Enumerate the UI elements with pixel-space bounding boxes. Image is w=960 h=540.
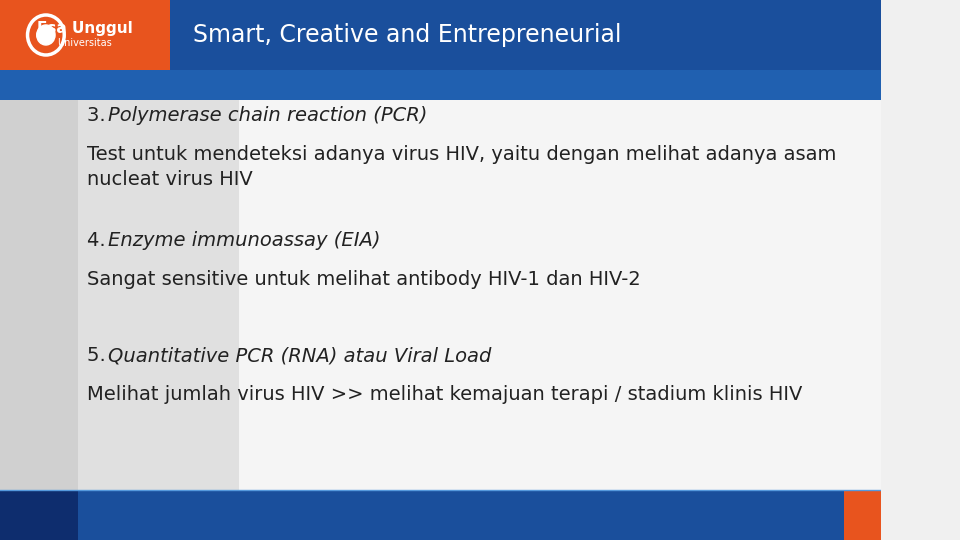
FancyBboxPatch shape xyxy=(0,0,881,70)
Text: Smart, Creative and Entrepreneurial: Smart, Creative and Entrepreneurial xyxy=(193,23,621,47)
Text: Polymerase chain reaction (PCR): Polymerase chain reaction (PCR) xyxy=(108,106,427,125)
Text: Test untuk mendeteksi adanya virus HIV, yaitu dengan melihat adanya asam
nucleat: Test untuk mendeteksi adanya virus HIV, … xyxy=(87,145,836,189)
Text: Sangat sensitive untuk melihat antibody HIV-1 dan HIV-2: Sangat sensitive untuk melihat antibody … xyxy=(87,270,641,289)
Text: Enzyme immunoassay (EIA): Enzyme immunoassay (EIA) xyxy=(108,231,380,250)
Text: 4.: 4. xyxy=(87,231,112,250)
FancyBboxPatch shape xyxy=(0,490,881,540)
FancyBboxPatch shape xyxy=(0,0,170,70)
FancyBboxPatch shape xyxy=(0,490,78,540)
Circle shape xyxy=(36,25,55,45)
Text: 5.: 5. xyxy=(87,346,112,365)
FancyBboxPatch shape xyxy=(0,100,78,490)
FancyBboxPatch shape xyxy=(0,100,881,490)
FancyBboxPatch shape xyxy=(844,490,881,540)
Text: Esa Unggul: Esa Unggul xyxy=(36,22,132,37)
FancyBboxPatch shape xyxy=(0,70,881,100)
Text: Universitas: Universitas xyxy=(57,38,111,48)
Text: Quantitative PCR (RNA) atau Viral Load: Quantitative PCR (RNA) atau Viral Load xyxy=(108,346,492,365)
Text: Melihat jumlah virus HIV >> melihat kemajuan terapi / stadium klinis HIV: Melihat jumlah virus HIV >> melihat kema… xyxy=(87,385,803,404)
Text: 3.: 3. xyxy=(87,106,112,125)
FancyBboxPatch shape xyxy=(78,100,239,490)
